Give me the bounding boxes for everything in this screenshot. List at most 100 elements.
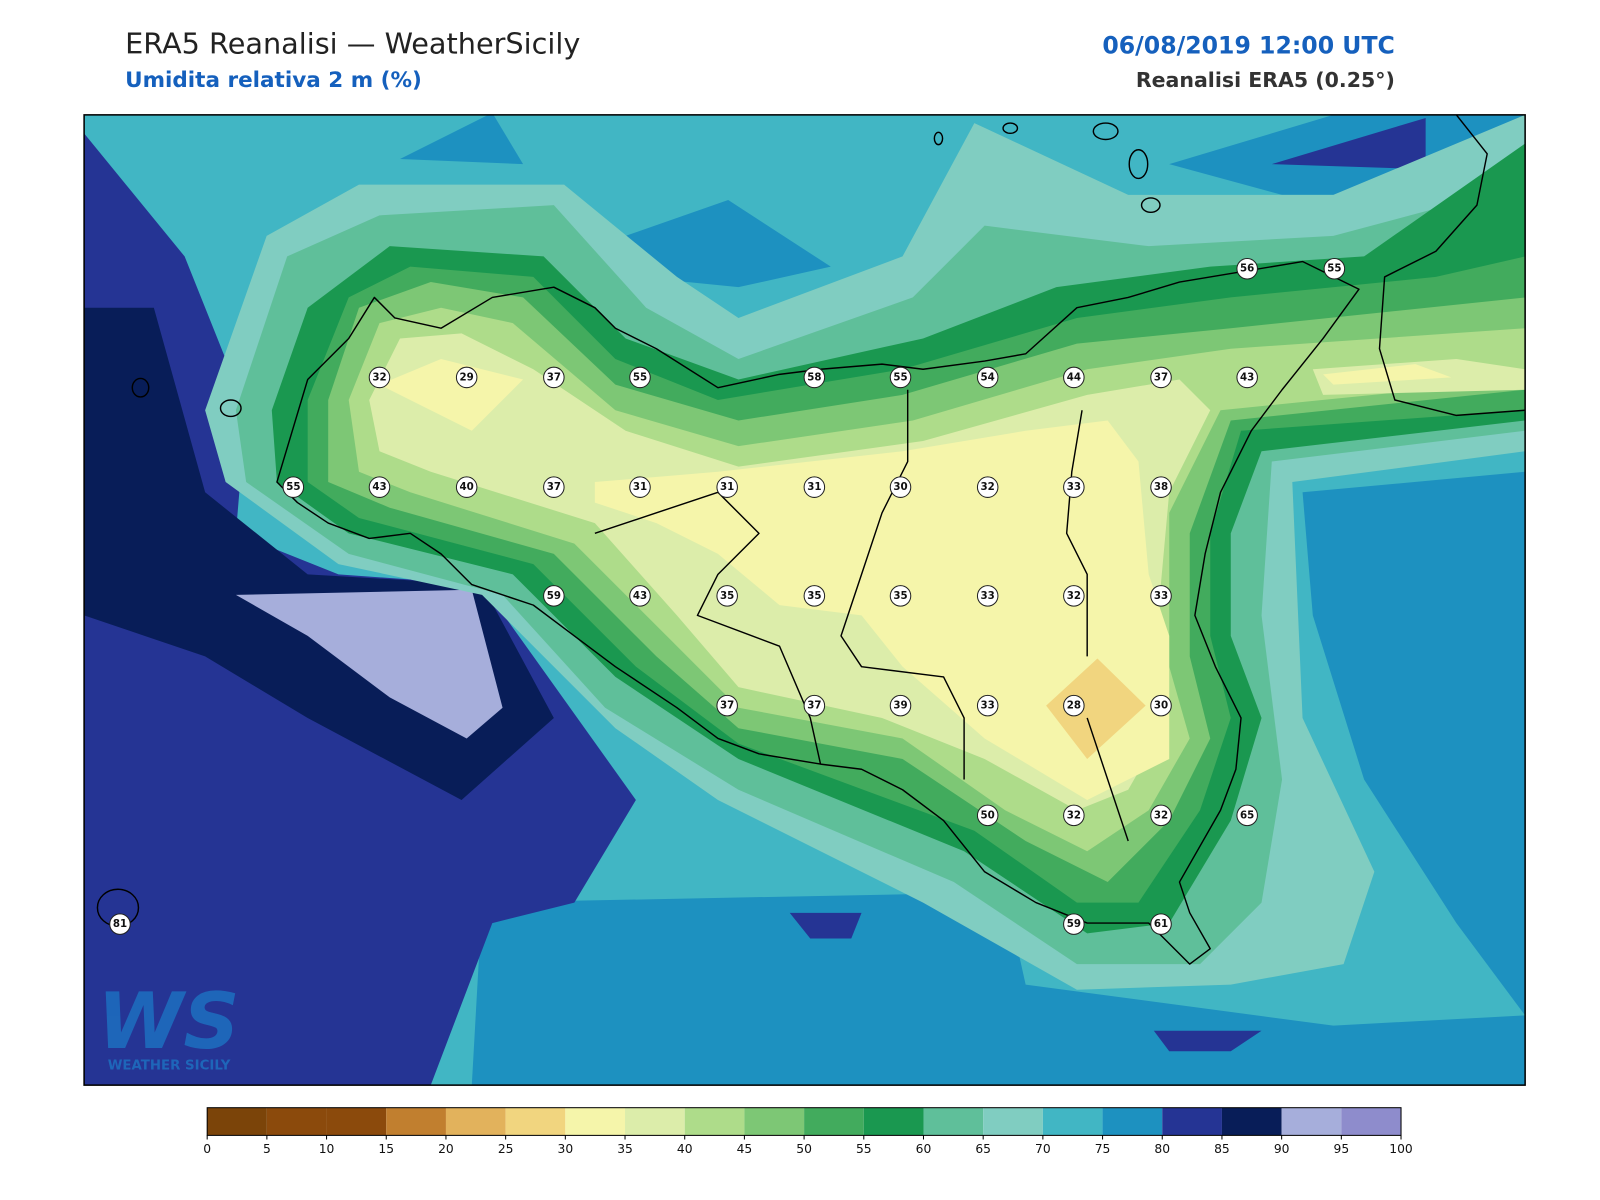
station-value: 33 <box>1154 590 1168 602</box>
station-marker <box>629 366 651 389</box>
station-value: 58 <box>807 371 821 383</box>
field-band <box>1153 1030 1262 1052</box>
map: WS WEATHER SICILY 56 55 32 29 37 55 58 55 54 44 37… <box>84 114 1526 1086</box>
station-value: 81 <box>113 918 127 930</box>
station-value: 55 <box>1327 263 1341 275</box>
colorbar-tick-label: 60 <box>916 1142 932 1156</box>
station-value: 32 <box>372 371 386 383</box>
station-marker <box>455 366 478 389</box>
colorbar-tick-label: 95 <box>1334 1142 1350 1156</box>
station-value: 37 <box>547 481 561 493</box>
station-value: 35 <box>807 590 821 602</box>
station-marker <box>976 366 999 389</box>
colorbar-box <box>505 1107 566 1136</box>
field-band <box>1046 658 1146 759</box>
colorbar-tick-label: 90 <box>1274 1142 1290 1156</box>
station-marker <box>1150 694 1172 717</box>
station-value: 40 <box>460 481 474 493</box>
station-value: 33 <box>1067 481 1081 493</box>
province-border <box>594 389 1129 842</box>
colorbar-tick-label: 5 <box>263 1142 271 1156</box>
station-marker <box>1063 694 1085 717</box>
station-marker <box>629 585 651 607</box>
station-marker <box>455 476 478 498</box>
station-marker <box>1236 257 1258 280</box>
station-value: 35 <box>720 590 734 602</box>
station-value: 29 <box>460 371 474 383</box>
field-band <box>1271 117 1426 170</box>
field-band <box>594 420 1170 800</box>
colorbar-box <box>565 1107 626 1136</box>
colorbar-box <box>326 1107 387 1136</box>
station-value: 43 <box>372 481 386 493</box>
station-value: 59 <box>547 590 561 602</box>
colorbar-tick-label: 75 <box>1095 1142 1111 1156</box>
colorbar-tick-label: 15 <box>378 1142 394 1156</box>
station-value: 30 <box>893 481 907 493</box>
island <box>1128 149 1149 180</box>
logo-mark: WS <box>97 977 239 1067</box>
station-value: 38 <box>1154 481 1168 493</box>
station-value: 65 <box>1240 809 1254 821</box>
station-value: 50 <box>981 809 995 821</box>
station-marker <box>1063 476 1085 498</box>
field-band <box>625 200 831 288</box>
field-band <box>1302 471 1526 1016</box>
colorbar-box <box>1281 1107 1342 1136</box>
colorbar-box <box>1102 1107 1163 1136</box>
station-value: 28 <box>1067 700 1081 712</box>
colorbar-tick-label: 20 <box>438 1142 454 1156</box>
logo-text: WEATHER SICILY <box>108 1059 231 1074</box>
station-value: 61 <box>1154 918 1168 930</box>
island <box>1092 122 1119 141</box>
source: Reanalisi ERA5 (0.25°) <box>1136 68 1395 92</box>
colorbar-box <box>863 1107 924 1136</box>
island <box>1140 197 1161 214</box>
colorbar-tick-label: 45 <box>737 1142 753 1156</box>
station-marker <box>109 913 131 935</box>
field-band <box>235 589 503 739</box>
station-marker <box>976 804 999 827</box>
station-value: 55 <box>286 481 300 493</box>
colorbar-tick-label: 10 <box>319 1142 335 1156</box>
station-marker <box>803 694 826 717</box>
colorbar-tick-label: 65 <box>975 1142 991 1156</box>
station-value: 31 <box>807 481 821 493</box>
station-marker <box>1150 804 1172 827</box>
station-value: 32 <box>1067 590 1081 602</box>
colorbar-tick-label: 30 <box>558 1142 574 1156</box>
colorbar-box <box>207 1107 267 1136</box>
station-marker <box>889 366 912 389</box>
colorbar-tick-label: 70 <box>1035 1142 1051 1156</box>
island <box>131 377 150 398</box>
station-marker <box>716 585 738 607</box>
station-value: 56 <box>1240 263 1254 275</box>
station-value: 30 <box>1154 700 1168 712</box>
colorbar-box <box>684 1107 745 1136</box>
station-value: 32 <box>1154 809 1168 821</box>
coastline <box>276 260 1360 965</box>
station-marker <box>543 585 565 607</box>
colorbar-tick-label: 80 <box>1154 1142 1170 1156</box>
colorbar-box <box>1341 1107 1402 1136</box>
station-value: 39 <box>893 700 907 712</box>
station-marker <box>976 585 999 607</box>
station-marker <box>368 476 391 498</box>
logo: WS WEATHER SICILY <box>97 977 239 1074</box>
field-band <box>399 114 524 165</box>
station-marker <box>1063 913 1085 935</box>
station-marker <box>1150 366 1172 389</box>
island <box>1002 122 1019 135</box>
station-marker <box>976 694 999 717</box>
station-marker <box>1236 804 1258 827</box>
colorbar-box <box>266 1107 327 1136</box>
colorbar-box <box>1042 1107 1103 1136</box>
station-value: 55 <box>633 371 647 383</box>
colorbar: 0 5 10 15 20 25 30 35 40 45 50 55 60 65 70 75 80 85 90 95 10… <box>203 1107 1413 1156</box>
field-band <box>379 358 524 431</box>
colorbar-box <box>1162 1107 1222 1136</box>
colorbar-box <box>923 1107 984 1136</box>
colorbar-tick-label: 100 <box>1389 1142 1412 1156</box>
